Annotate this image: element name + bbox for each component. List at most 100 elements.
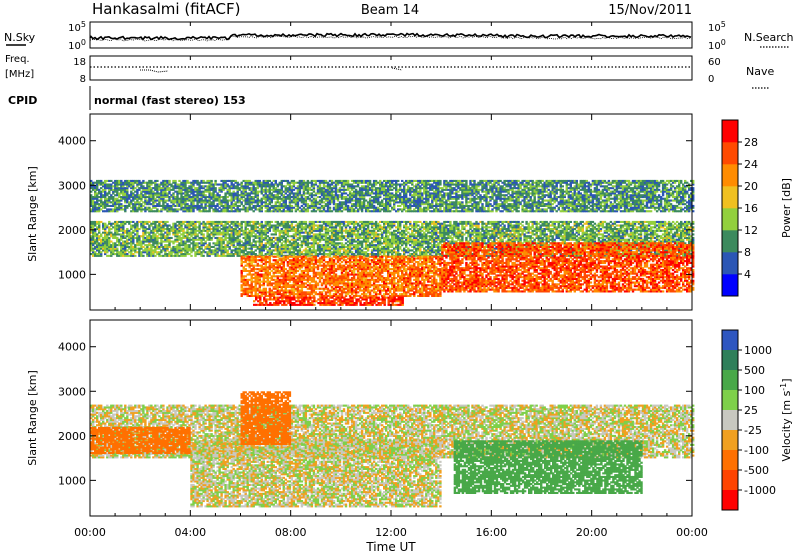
heatmap-cell: [409, 244, 411, 246]
heatmap-cell: [435, 233, 437, 235]
heatmap-cell: [134, 237, 136, 239]
heatmap-cell: [443, 223, 445, 225]
heatmap-cell: [554, 239, 556, 241]
heatmap-cell: [299, 249, 301, 251]
heatmap-cell: [646, 232, 648, 234]
heatmap-cell: [405, 221, 407, 223]
heatmap-cell: [269, 223, 271, 225]
heatmap-cell: [255, 268, 257, 270]
heatmap-cell: [241, 225, 243, 227]
heatmap-cell: [327, 233, 329, 235]
heatmap-cell: [676, 244, 678, 246]
heatmap-cell: [222, 241, 224, 243]
heatmap-cell: [92, 244, 94, 246]
heatmap-cell: [532, 232, 534, 234]
heatmap-cell: [598, 232, 600, 234]
heatmap-cell: [375, 221, 377, 223]
heatmap-cell: [399, 246, 401, 248]
heatmap-cell: [289, 249, 291, 251]
heatmap-cell: [301, 244, 303, 246]
heatmap-cell: [465, 232, 467, 234]
heatmap-cell: [178, 232, 180, 234]
heatmap-cell: [104, 230, 106, 232]
heatmap-cell: [519, 239, 521, 241]
heatmap-cell: [461, 241, 463, 243]
heatmap-cell: [174, 223, 176, 225]
heatmap-cell: [351, 242, 353, 244]
heatmap-cell: [307, 244, 309, 246]
heatmap-cell: [415, 253, 417, 255]
heatmap-cell: [136, 230, 138, 232]
heatmap-cell: [249, 241, 251, 243]
heatmap-cell: [192, 249, 194, 251]
heatmap-cell: [646, 230, 648, 232]
heatmap-cell: [166, 221, 168, 223]
heatmap-cell: [208, 255, 210, 257]
heatmap-cell: [202, 255, 204, 257]
heatmap-cell: [409, 221, 411, 223]
heatmap-cell: [582, 230, 584, 232]
heatmap-cell: [289, 241, 291, 243]
heatmap-cell: [475, 221, 477, 223]
heatmap-cell: [311, 232, 313, 234]
heatmap-cell: [168, 232, 170, 234]
heatmap-cell: [281, 253, 283, 255]
beam-title: Beam 14: [361, 3, 419, 18]
heatmap-cell: [134, 225, 136, 227]
heatmap-cell: [525, 221, 527, 223]
heatmap-cell: [405, 241, 407, 243]
heatmap-cell: [128, 223, 130, 225]
heatmap-cell: [273, 241, 275, 243]
heatmap-cell: [654, 232, 656, 234]
heatmap-cell: [98, 225, 100, 227]
heatmap-cell: [608, 233, 610, 235]
heatmap-cell: [397, 249, 399, 251]
heatmap-cell: [347, 253, 349, 255]
heatmap-cell: [556, 235, 558, 237]
heatmap-cell: [371, 251, 373, 253]
heatmap-cell: [134, 223, 136, 225]
heatmap-cell: [233, 244, 235, 246]
heatmap-cell: [317, 255, 319, 257]
heatmap-cell: [343, 223, 345, 225]
heatmap-cell: [501, 230, 503, 232]
heatmap-cell: [562, 225, 564, 227]
heatmap-cell: [136, 233, 138, 235]
heatmap-cell: [375, 239, 377, 241]
heatmap-cell: [546, 233, 548, 235]
heatmap-cell: [255, 259, 257, 261]
heatmap-cell: [271, 221, 273, 223]
heatmap-cell: [168, 239, 170, 241]
heatmap-cell: [345, 230, 347, 232]
heatmap-cell: [371, 221, 373, 223]
heatmap-cell: [285, 251, 287, 253]
heatmap-cell: [616, 232, 618, 234]
heatmap-cell: [534, 241, 536, 243]
heatmap-cell: [409, 223, 411, 225]
heatmap-cell: [568, 223, 570, 225]
heatmap-cell: [305, 230, 307, 232]
heatmap-cell: [138, 239, 140, 241]
heatmap-cell: [150, 225, 152, 227]
heatmap-cell: [668, 233, 670, 235]
heatmap-cell: [301, 246, 303, 248]
heatmap-cell: [618, 233, 620, 235]
heatmap-cell: [465, 239, 467, 241]
heatmap-cell: [186, 230, 188, 232]
heatmap-cell: [337, 244, 339, 246]
heatmap-cell: [202, 249, 204, 251]
heatmap-cell: [152, 232, 154, 234]
heatmap-cell: [417, 239, 419, 241]
heatmap-cell: [269, 259, 271, 261]
heatmap-cell: [341, 242, 343, 244]
cpid-text: normal (fast stereo) 153: [94, 94, 246, 107]
heatmap-cell: [429, 225, 431, 227]
heatmap-cell: [676, 232, 678, 234]
heatmap-cell: [616, 241, 618, 243]
heatmap-cell: [285, 241, 287, 243]
heatmap-cell: [194, 233, 196, 235]
heatmap-cell: [630, 230, 632, 232]
heatmap-cell: [427, 241, 429, 243]
heatmap-cell: [164, 246, 166, 248]
heatmap-cell: [243, 251, 245, 253]
